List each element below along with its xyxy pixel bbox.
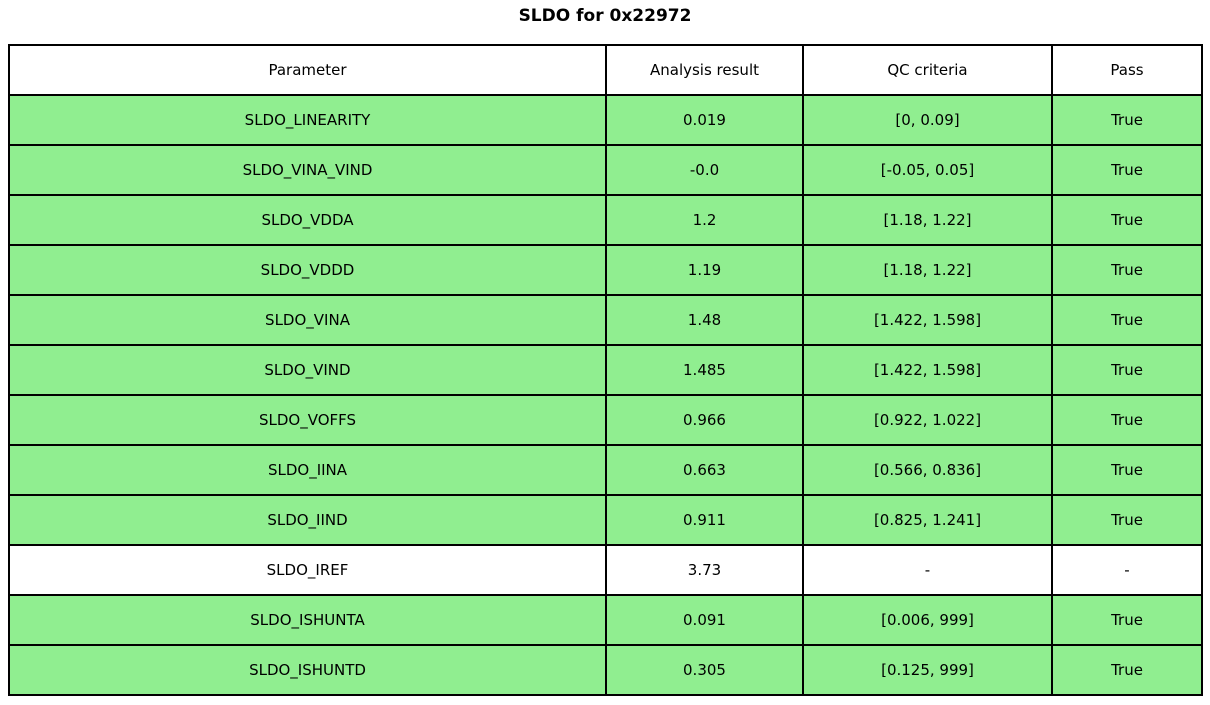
- pass-cell: True: [1051, 194, 1203, 246]
- parameter-cell: SLDO_VDDA: [8, 194, 607, 246]
- pass-cell: True: [1051, 644, 1203, 696]
- table-row: SLDO_VOFFS 0.966 [0.922, 1.022] True: [8, 394, 1203, 446]
- parameter-cell: SLDO_LINEARITY: [8, 94, 607, 146]
- parameter-cell: SLDO_VIND: [8, 344, 607, 396]
- parameter-cell: SLDO_IREF: [8, 544, 607, 596]
- qc-criteria-cell: [-0.05, 0.05]: [802, 144, 1053, 196]
- pass-cell: -: [1051, 544, 1203, 596]
- qc-criteria-cell: [1.422, 1.598]: [802, 294, 1053, 346]
- analysis-result-cell: 1.485: [605, 344, 804, 396]
- analysis-result-cell: 0.966: [605, 394, 804, 446]
- qc-results-table: Parameter Analysis result QC criteria Pa…: [8, 44, 1203, 696]
- pass-cell: True: [1051, 94, 1203, 146]
- parameter-cell: SLDO_ISHUNTD: [8, 644, 607, 696]
- analysis-result-cell: 1.48: [605, 294, 804, 346]
- qc-criteria-cell: [0, 0.09]: [802, 94, 1053, 146]
- pass-cell: True: [1051, 394, 1203, 446]
- header-row: Parameter Analysis result QC criteria Pa…: [8, 44, 1203, 96]
- parameter-cell: SLDO_VINA: [8, 294, 607, 346]
- qc-criteria-cell: [1.18, 1.22]: [802, 194, 1053, 246]
- qc-criteria-cell: [1.422, 1.598]: [802, 344, 1053, 396]
- analysis-result-cell: 0.911: [605, 494, 804, 546]
- table-row: SLDO_VIND 1.485 [1.422, 1.598] True: [8, 344, 1203, 396]
- parameter-cell: SLDO_IINA: [8, 444, 607, 496]
- pass-cell: True: [1051, 244, 1203, 296]
- table-row: SLDO_VDDA 1.2 [1.18, 1.22] True: [8, 194, 1203, 246]
- table-row: SLDO_ISHUNTD 0.305 [0.125, 999] True: [8, 644, 1203, 696]
- table-row: SLDO_ISHUNTA 0.091 [0.006, 999] True: [8, 594, 1203, 646]
- table-row: SLDO_VINA_VIND -0.0 [-0.05, 0.05] True: [8, 144, 1203, 196]
- qc-criteria-cell: [0.922, 1.022]: [802, 394, 1053, 446]
- pass-cell: True: [1051, 444, 1203, 496]
- table-row: SLDO_LINEARITY 0.019 [0, 0.09] True: [8, 94, 1203, 146]
- table-row: SLDO_IIND 0.911 [0.825, 1.241] True: [8, 494, 1203, 546]
- page-title: SLDO for 0x22972: [518, 6, 692, 26]
- table-row: SLDO_VINA 1.48 [1.422, 1.598] True: [8, 294, 1203, 346]
- analysis-result-cell: 0.019: [605, 94, 804, 146]
- table-row: SLDO_VDDD 1.19 [1.18, 1.22] True: [8, 244, 1203, 296]
- analysis-result-cell: 1.19: [605, 244, 804, 296]
- qc-results-table-wrap: Parameter Analysis result QC criteria Pa…: [8, 44, 1203, 696]
- analysis-result-cell: -0.0: [605, 144, 804, 196]
- qc-criteria-cell: [0.125, 999]: [802, 644, 1053, 696]
- parameter-cell: SLDO_ISHUNTA: [8, 594, 607, 646]
- parameter-cell: SLDO_VDDD: [8, 244, 607, 296]
- parameter-cell: SLDO_VINA_VIND: [8, 144, 607, 196]
- table-body: SLDO_LINEARITY 0.019 [0, 0.09] True SLDO…: [8, 94, 1203, 696]
- analysis-result-cell: 1.2: [605, 194, 804, 246]
- analysis-result-cell: 0.091: [605, 594, 804, 646]
- pass-cell: True: [1051, 144, 1203, 196]
- pass-cell: True: [1051, 494, 1203, 546]
- column-header-qc-criteria: QC criteria: [802, 44, 1053, 96]
- column-header-pass: Pass: [1051, 44, 1203, 96]
- qc-criteria-cell: [0.566, 0.836]: [802, 444, 1053, 496]
- analysis-result-cell: 3.73: [605, 544, 804, 596]
- qc-criteria-cell: -: [802, 544, 1053, 596]
- parameter-cell: SLDO_VOFFS: [8, 394, 607, 446]
- analysis-result-cell: 0.305: [605, 644, 804, 696]
- analysis-result-cell: 0.663: [605, 444, 804, 496]
- table-row: SLDO_IINA 0.663 [0.566, 0.836] True: [8, 444, 1203, 496]
- column-header-parameter: Parameter: [8, 44, 607, 96]
- column-header-analysis-result: Analysis result: [605, 44, 804, 96]
- pass-cell: True: [1051, 594, 1203, 646]
- pass-cell: True: [1051, 294, 1203, 346]
- qc-criteria-cell: [0.825, 1.241]: [802, 494, 1053, 546]
- pass-cell: True: [1051, 344, 1203, 396]
- table-row: SLDO_IREF 3.73 - -: [8, 544, 1203, 596]
- qc-criteria-cell: [0.006, 999]: [802, 594, 1053, 646]
- parameter-cell: SLDO_IIND: [8, 494, 607, 546]
- qc-criteria-cell: [1.18, 1.22]: [802, 244, 1053, 296]
